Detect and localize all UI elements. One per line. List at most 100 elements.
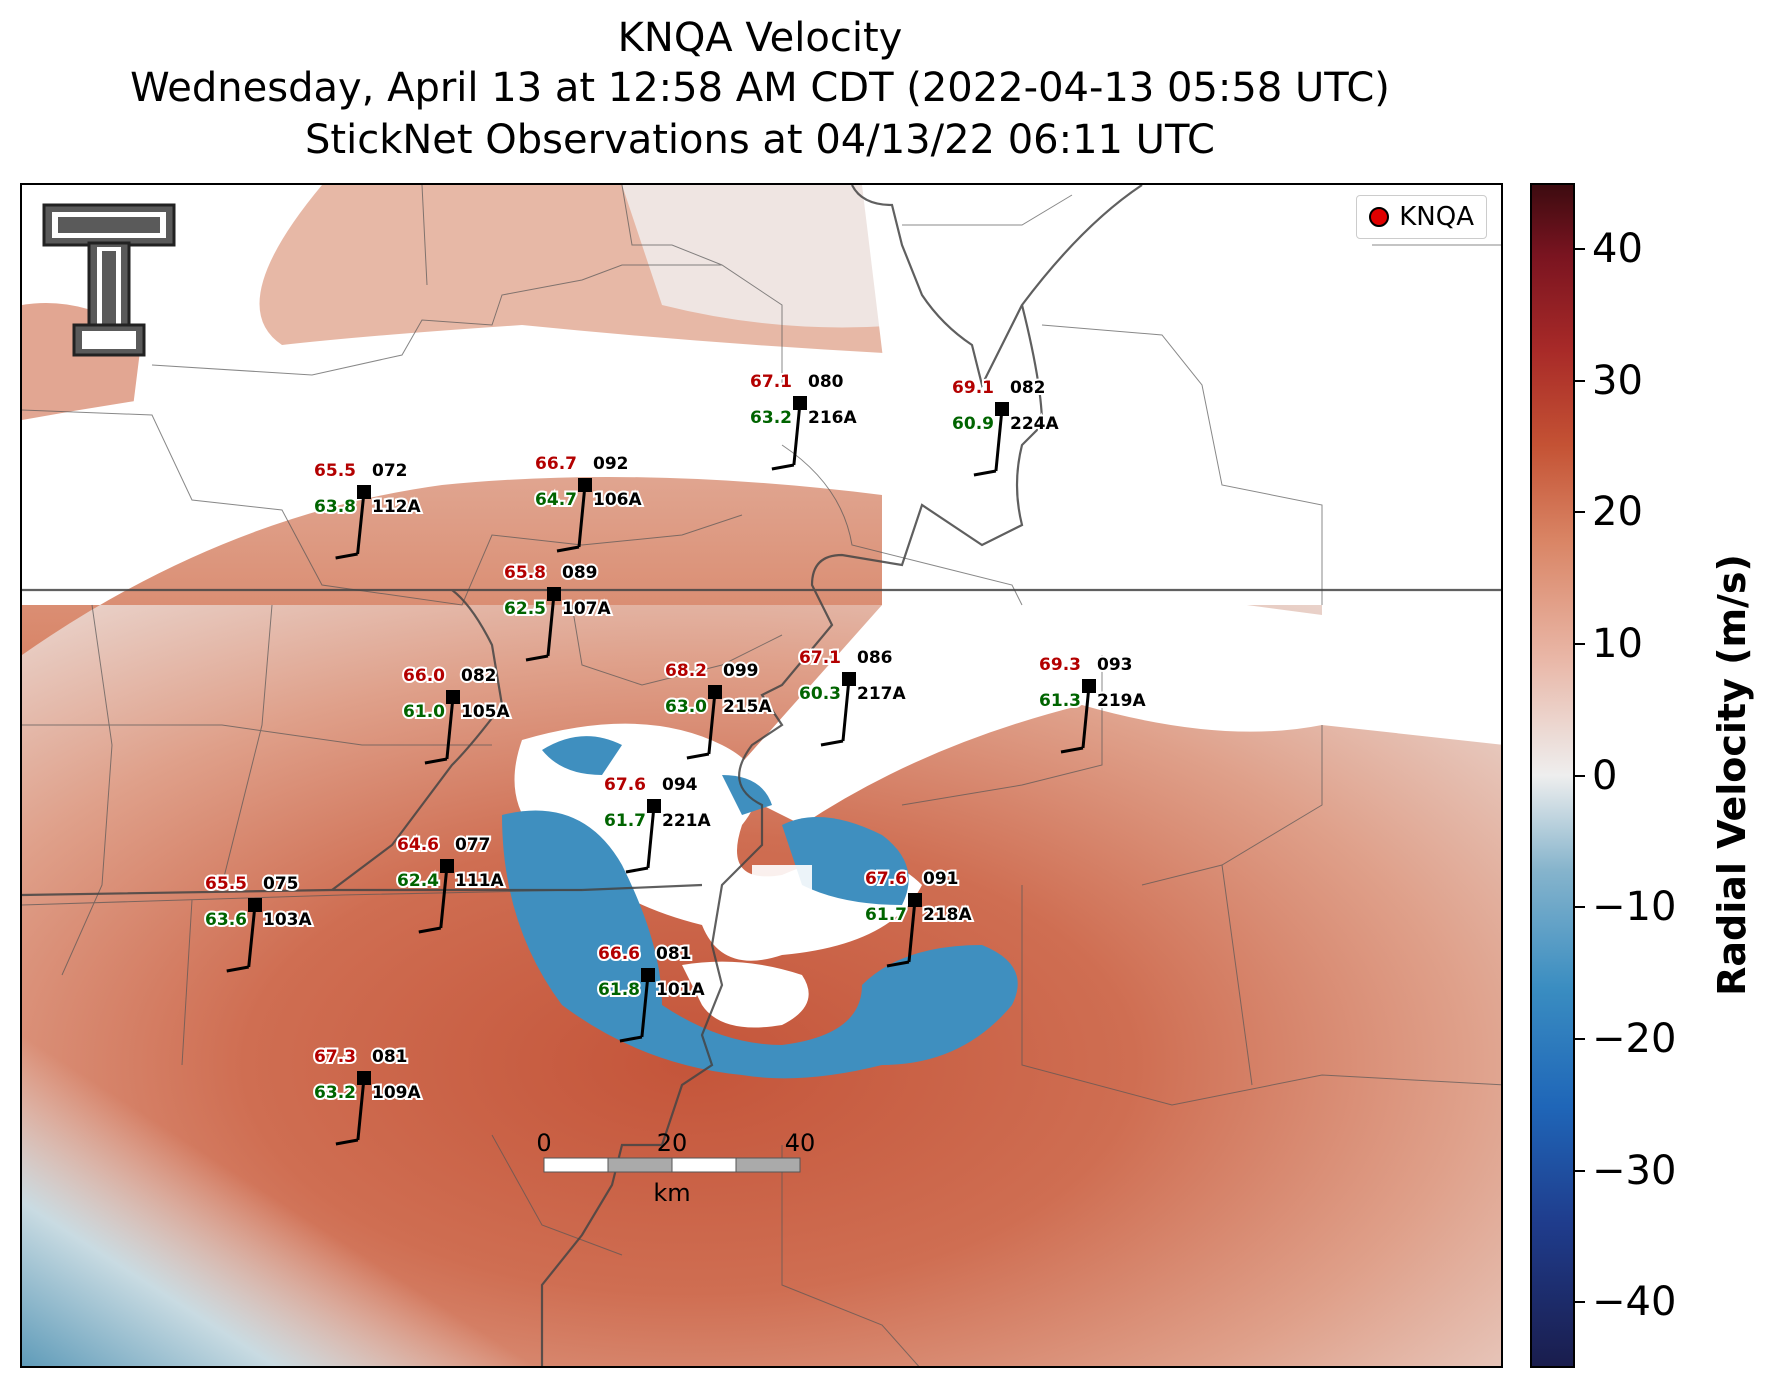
station-temperature: 67.1 (799, 648, 841, 668)
wind-barb-staff (445, 696, 455, 760)
station-dewpoint: 63.2 (314, 1083, 356, 1103)
wind-barb-staff (577, 484, 587, 548)
colorbar-tick-label: 10 (1592, 620, 1643, 667)
map-title: KNQA Velocity (617, 15, 903, 61)
echo-sw-inbound-light (22, 1035, 542, 1366)
station-marker (995, 402, 1009, 416)
station-plot-111A[interactable]: 64.6 077 62.4 111A (395, 833, 506, 934)
colorbar-tick (1575, 379, 1585, 382)
station-temperature: 67.6 (865, 869, 907, 889)
station-dewpoint: 61.7 (604, 811, 646, 831)
wind-barb-staff (1081, 685, 1091, 749)
wind-barb-flag (424, 757, 448, 765)
colorbar-tick-label: 20 (1592, 489, 1643, 536)
station-plot-103A[interactable]: 65.5 075 63.6 103A (203, 872, 314, 973)
station-temperature: 67.6 (604, 775, 646, 795)
station-marker (578, 478, 592, 492)
colorbar-tick (1575, 642, 1585, 645)
radar-site-marker-icon (1369, 207, 1390, 227)
station-plot-219A[interactable]: 69.3 093 61.3 219A (1037, 653, 1148, 754)
colorbar-tick (1575, 511, 1585, 514)
colorbar-tick-label: 30 (1592, 357, 1643, 404)
station-dewpoint: 63.6 (205, 910, 247, 930)
station-marker (248, 898, 262, 912)
station-dewpoint: 63.0 (665, 697, 707, 717)
station-pressure-dir: 077 (455, 835, 491, 855)
station-temperature: 67.1 (750, 372, 792, 392)
wind-barb-staff (356, 491, 366, 555)
texas-tech-logo (42, 203, 176, 357)
scale-label-0: 0 (536, 1129, 551, 1157)
wind-barb-staff (792, 402, 802, 466)
station-temperature: 65.5 (314, 461, 356, 481)
scale-bar: 0 20 40 km (536, 1129, 815, 1207)
station-temperature: 67.3 (314, 1047, 356, 1067)
wind-barb-staff (707, 691, 717, 755)
station-plot-106A[interactable]: 66.7 092 64.7 106A (533, 452, 644, 553)
station-plot-218A[interactable]: 67.6 091 61.7 218A (863, 867, 974, 968)
station-id: 107A (562, 599, 611, 619)
colorbar-tick-label: 40 (1592, 225, 1643, 272)
colorbar-tick (1575, 1301, 1585, 1304)
wind-barb-flag (226, 965, 249, 973)
station-marker (440, 859, 454, 873)
sticknet-stations: 65.5 072 63.8 112A 66.7 092 64.7 106A 67.1 080 63.… (203, 370, 1148, 1146)
wind-barb-flag (619, 1035, 643, 1043)
station-pressure-dir: 093 (1097, 655, 1133, 675)
radar-map[interactable]: 0 20 40 km 65.5 072 63.8 112A 66.7 092 64.7 106… (20, 183, 1503, 1368)
station-marker (641, 968, 655, 982)
wind-barb-staff (247, 904, 257, 968)
station-dewpoint: 63.8 (314, 497, 356, 517)
station-id: 221A (662, 811, 711, 831)
station-plot-221A[interactable]: 67.6 094 61.7 221A (602, 773, 713, 874)
station-pressure-dir: 072 (372, 461, 408, 481)
station-marker (842, 672, 856, 686)
wind-barb-staff (640, 974, 650, 1038)
colorbar-tick-label: −40 (1592, 1279, 1677, 1326)
station-id: 224A (1010, 414, 1059, 434)
colorbar-label: Radial Velocity (m/s) (1710, 554, 1754, 996)
station-pressure-dir: 082 (1010, 378, 1046, 398)
clear-area-east (722, 582, 1322, 825)
station-plot-109A[interactable]: 67.3 081 63.2 109A (312, 1045, 423, 1146)
station-plot-216A[interactable]: 67.1 080 63.2 216A (748, 370, 859, 471)
scale-label-20: 20 (657, 1129, 688, 1157)
wind-barb-flag (525, 654, 549, 662)
station-temperature: 66.6 (598, 944, 640, 964)
station-pressure-dir: 082 (461, 666, 497, 686)
station-id: 109A (372, 1083, 421, 1103)
station-pressure-dir: 081 (656, 944, 692, 964)
map-subtitle-obs: StickNet Observations at 04/13/22 06:11 … (305, 117, 1215, 163)
station-plot-101A[interactable]: 66.6 081 61.8 101A (596, 942, 707, 1043)
colorbar-tick-label: −10 (1592, 884, 1677, 931)
station-dewpoint: 61.7 (865, 905, 907, 925)
map-subtitle-time: Wednesday, April 13 at 12:58 AM CDT (202… (130, 65, 1390, 111)
inbound-couplet-area (502, 810, 1018, 1079)
colorbar-tick-label: 0 (1592, 752, 1618, 799)
station-temperature: 64.6 (397, 835, 439, 855)
wind-barb-staff (439, 865, 449, 929)
colorbar-tick (1575, 247, 1585, 250)
wind-barb-staff (841, 678, 851, 742)
scale-label-40: 40 (785, 1129, 816, 1157)
station-plot-217A[interactable]: 67.1 086 60.3 217A (797, 646, 908, 747)
station-id: 106A (593, 490, 642, 510)
station-marker (446, 690, 460, 704)
colorbar-tick (1575, 1037, 1585, 1040)
station-plot-112A[interactable]: 65.5 072 63.8 112A (312, 459, 423, 560)
station-id: 112A (372, 497, 421, 517)
station-plot-215A[interactable]: 68.2 099 63.0 215A (663, 659, 774, 760)
station-plot-107A[interactable]: 65.8 089 62.5 107A (502, 561, 613, 662)
station-marker (357, 485, 371, 499)
echo-field-mid-north (22, 477, 882, 655)
station-dewpoint: 64.7 (535, 490, 577, 510)
colorbar-tick (1575, 1169, 1585, 1172)
station-plot-105A[interactable]: 66.0 082 61.0 105A (401, 664, 512, 765)
wind-barb-flag (820, 739, 844, 747)
station-pressure-dir: 075 (263, 874, 299, 894)
station-plot-224A[interactable]: 69.1 082 60.9 224A (950, 376, 1061, 477)
wind-barb-flag (686, 752, 710, 760)
station-pressure-dir: 099 (723, 661, 759, 681)
wind-barb-staff (546, 593, 556, 657)
station-dewpoint: 62.5 (504, 599, 546, 619)
